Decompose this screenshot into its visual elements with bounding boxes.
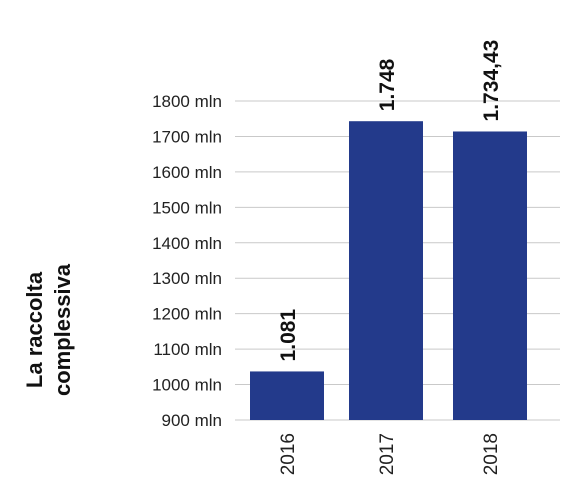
bars [250, 121, 527, 420]
y-axis-ticks: 900 mln 1000 mln 1100 mln 1200 mln 1300 mln 1… [152, 92, 222, 430]
bar-2017 [349, 121, 423, 420]
y-tick-label: 1100 mln [153, 340, 222, 359]
y-axis-title-line-1: La raccolta [22, 271, 47, 388]
y-tick-label: 1200 mln [152, 305, 222, 324]
y-tick-label: 1800 mln [152, 92, 222, 111]
x-category-label-2016: 2016 [278, 433, 299, 475]
x-category-label-2018: 2018 [481, 433, 502, 475]
data-label-2016: 1.081 [277, 309, 300, 362]
y-tick-label: 1300 mln [152, 269, 222, 288]
x-axis-categories: 2016 2017 2018 [278, 433, 502, 475]
data-label-2017: 1.748 [376, 58, 399, 111]
bar-2018 [453, 131, 527, 420]
x-category-label-2017: 2017 [377, 433, 398, 475]
bar-2016 [250, 371, 324, 420]
y-tick-label: 1000 mln [152, 376, 222, 395]
data-label-2018: 1.734,43 [480, 40, 503, 122]
data-labels: 1.081 1.748 1.734,43 [277, 40, 503, 362]
y-tick-label: 1700 mln [152, 127, 222, 146]
y-tick-label: 1600 mln [152, 163, 222, 182]
y-tick-label: 900 mln [162, 411, 222, 430]
y-axis-title-line-2: complessiva [50, 263, 75, 396]
y-tick-label: 1500 mln [152, 198, 222, 217]
y-tick-label: 1400 mln [152, 234, 222, 253]
